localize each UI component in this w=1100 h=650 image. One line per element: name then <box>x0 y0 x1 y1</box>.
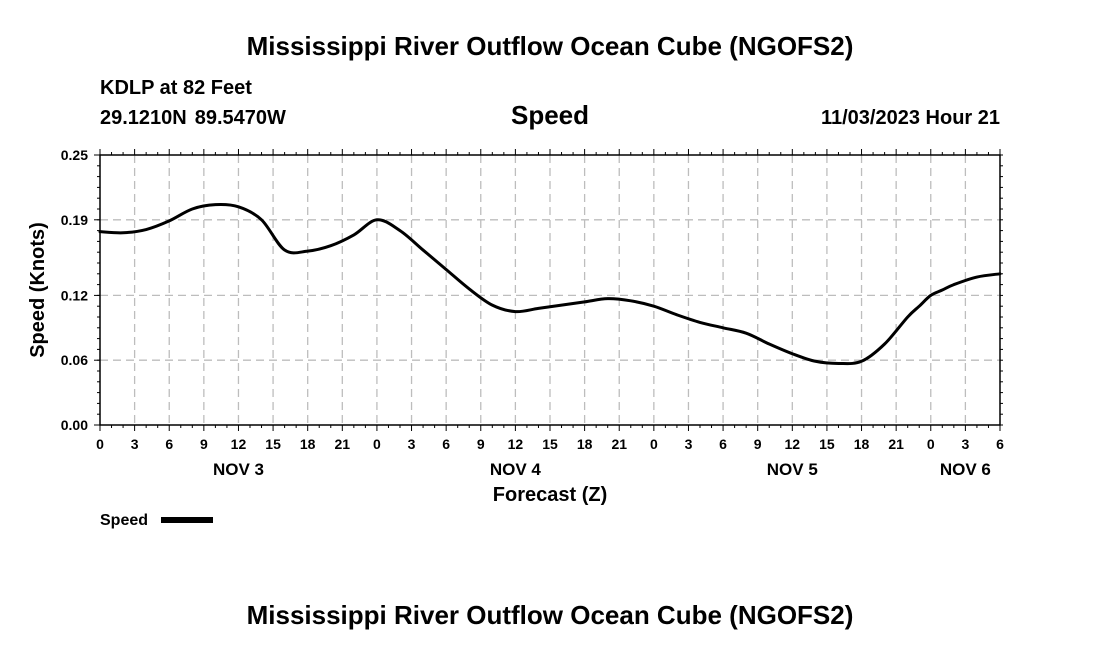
x-tick-label: 15 <box>819 436 835 452</box>
y-tick-label: 0.25 <box>61 147 88 163</box>
x-tick-labels: 0 3 6 9 12 15 18 21 0 3 6 9 12 15 18 21 0 3 6 9 12 15 18 21 0 3 6 <box>96 436 1004 452</box>
x-tick-label: 9 <box>200 436 208 452</box>
x-tick-label: 15 <box>542 436 558 452</box>
station-label: KDLP at 82 Feet <box>100 77 252 99</box>
x-tick-label: 0 <box>373 436 381 452</box>
x-tick-label: 21 <box>335 436 351 452</box>
speed-series-line <box>98 203 1002 366</box>
longitude-value: 89.5470W <box>194 107 286 129</box>
y-tick-label: 0.12 <box>61 287 88 303</box>
x-tick-label: 6 <box>165 436 173 452</box>
x-tick-label: 21 <box>611 436 627 452</box>
x-tick-label: 3 <box>131 436 139 452</box>
x-tick-label: 0 <box>650 436 658 452</box>
latitude-value: 29.1210N <box>100 107 187 129</box>
y-tick-label: 0.06 <box>61 352 88 368</box>
x-tick-label: 0 <box>927 436 935 452</box>
legend: Speed <box>100 512 213 529</box>
day-label: NOV 6 <box>940 460 991 479</box>
y-axis-label: Speed (Knots) <box>27 222 49 358</box>
x-tick-label: 6 <box>719 436 727 452</box>
x-tick-label: 18 <box>577 436 593 452</box>
x-tick-label: 3 <box>685 436 693 452</box>
x-tick-label: 12 <box>508 436 524 452</box>
forecast-datetime: 11/03/2023 Hour 21 <box>820 107 1000 129</box>
y-tick-labels: 0.00 0.06 0.12 0.19 0.25 <box>61 147 88 433</box>
chart-title: Speed <box>510 100 590 130</box>
y-tick-label: 0.00 <box>61 417 88 433</box>
day-label: NOV 3 <box>213 460 264 479</box>
station-coordinates: 29.1210N 89.5470W <box>100 107 294 130</box>
x-tick-label: 6 <box>996 436 1004 452</box>
x-tick-label: 18 <box>300 436 316 452</box>
day-label: NOV 4 <box>490 460 542 479</box>
x-tick-label: 18 <box>854 436 870 452</box>
legend-label: Speed <box>100 512 148 529</box>
x-tick-label: 3 <box>961 436 969 452</box>
chart-grid <box>100 155 1000 425</box>
x-tick-label: 12 <box>231 436 247 452</box>
x-axis-label: Forecast (Z) <box>493 484 607 506</box>
x-tick-label: 3 <box>408 436 416 452</box>
x-tick-label: 9 <box>477 436 485 452</box>
x-tick-label: 6 <box>442 436 450 452</box>
legend-swatch <box>161 517 213 523</box>
x-tick-label: 0 <box>96 436 104 452</box>
day-label: NOV 5 <box>767 460 818 479</box>
day-labels: NOV 3 NOV 4 NOV 5 NOV 6 <box>213 460 991 479</box>
y-tick-label: 0.19 <box>61 212 88 228</box>
x-tick-label: 12 <box>785 436 801 452</box>
page-title: Mississippi River Outflow Ocean Cube (NG… <box>246 31 854 61</box>
x-tick-label: 21 <box>888 436 904 452</box>
x-tick-label: 15 <box>265 436 281 452</box>
plot-frame <box>99 154 1001 426</box>
footer-title: Mississippi River Outflow Ocean Cube (NG… <box>246 600 854 630</box>
axis-ticks <box>94 149 1001 431</box>
x-tick-label: 9 <box>754 436 762 452</box>
